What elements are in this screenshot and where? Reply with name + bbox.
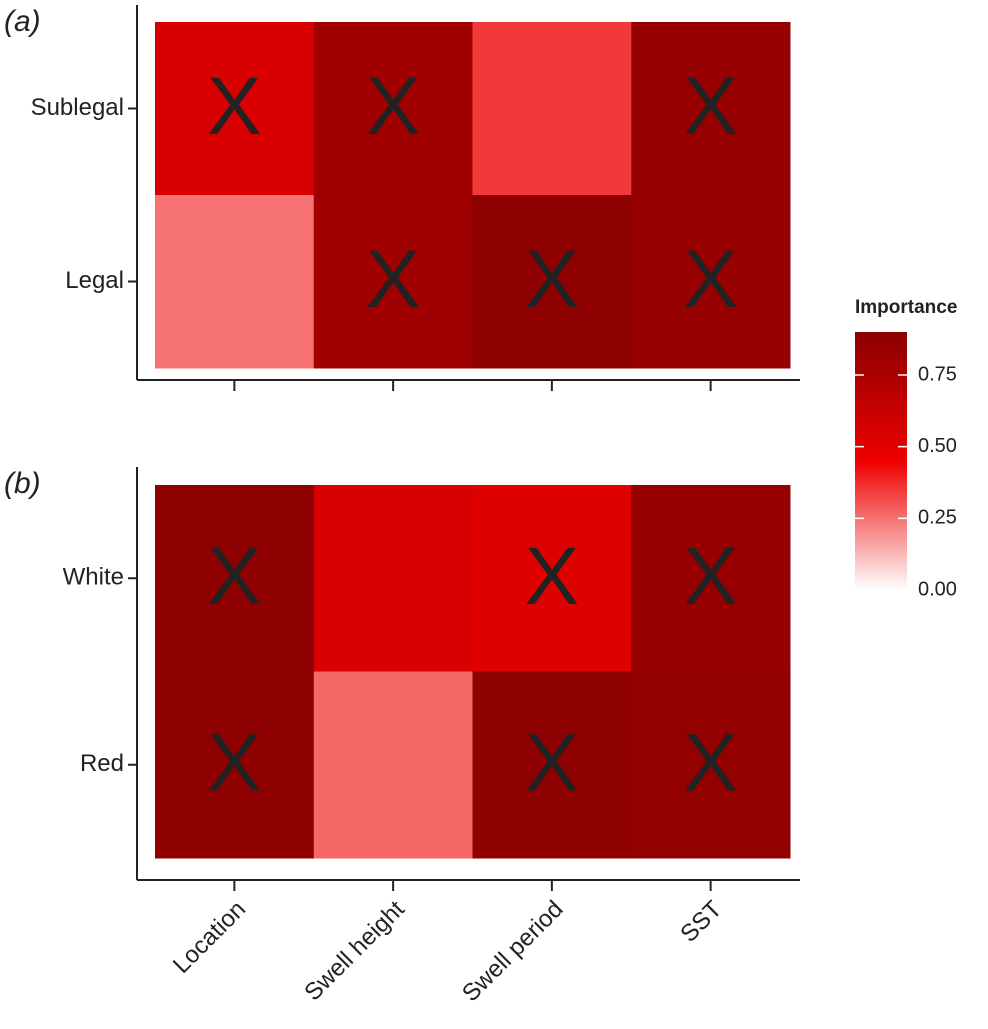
x-tick-label: Location <box>168 896 251 979</box>
y-tick-label: Legal <box>65 267 124 294</box>
significance-mark: X <box>366 61 421 152</box>
tile <box>472 195 632 369</box>
tile <box>155 485 315 672</box>
colorbar-tick-label: 0.50 <box>918 435 957 457</box>
y-tick-label: White <box>63 564 124 591</box>
y-tick-label: Sublegal <box>31 94 124 121</box>
colorbar-title: Importance <box>855 297 957 318</box>
colorbar-tick-label: 0.00 <box>918 578 957 600</box>
significance-mark: X <box>207 61 262 152</box>
significance-mark: X <box>525 234 580 325</box>
colorbar-tick-label: 0.25 <box>918 507 957 529</box>
tile <box>472 22 632 196</box>
colorbar <box>855 332 907 590</box>
tile <box>155 671 315 859</box>
tile <box>631 671 791 859</box>
tile <box>313 22 473 196</box>
tile <box>631 485 791 672</box>
tile <box>472 485 632 672</box>
tile <box>472 671 632 859</box>
significance-mark: X <box>525 531 580 622</box>
significance-mark: X <box>683 531 738 622</box>
significance-mark: X <box>207 717 262 808</box>
tile <box>313 485 473 672</box>
significance-mark: X <box>525 717 580 808</box>
tile <box>631 195 791 369</box>
panel-label: (b) <box>4 467 41 500</box>
significance-mark: X <box>683 234 738 325</box>
significance-mark: X <box>207 531 262 622</box>
significance-mark: X <box>683 61 738 152</box>
tile <box>631 22 791 196</box>
x-tick-label: Swell height <box>299 895 410 1006</box>
x-tick-label: Swell period <box>457 896 569 1008</box>
tile <box>313 195 473 369</box>
colorbar-tick-label: 0.75 <box>918 363 957 385</box>
significance-mark: X <box>366 234 421 325</box>
x-tick-label: SST <box>675 895 727 947</box>
tile <box>313 671 473 859</box>
tile <box>155 22 315 196</box>
tile <box>155 195 315 369</box>
y-tick-label: Red <box>80 750 124 777</box>
panel-label: (a) <box>4 5 41 38</box>
significance-mark: X <box>683 717 738 808</box>
